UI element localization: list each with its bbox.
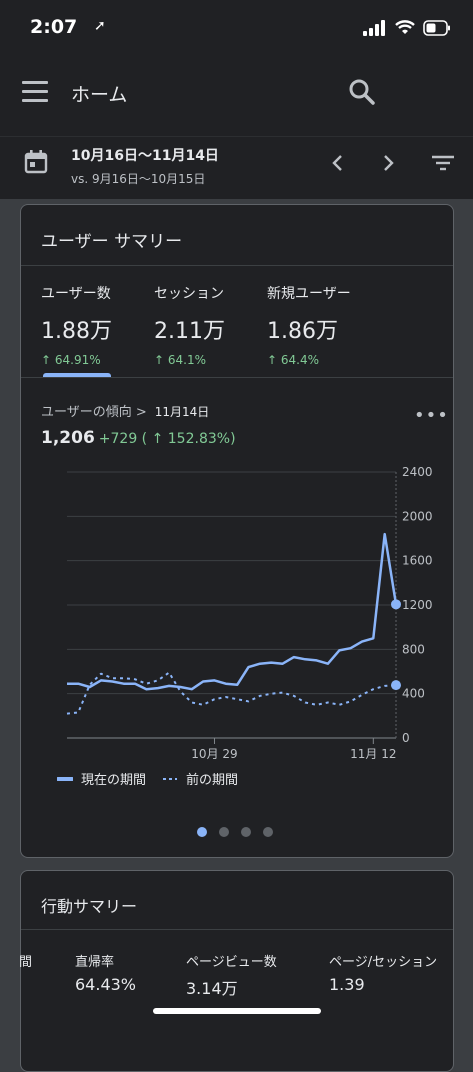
- trend-header[interactable]: ユーザーの傾向 > 11月14日: [41, 401, 209, 420]
- signal-icon: [363, 20, 385, 36]
- y-tick-label: 400: [402, 687, 425, 701]
- home-indicator: [153, 1008, 321, 1014]
- card-title: ユーザー サマリー: [41, 232, 183, 252]
- current-period-line: [67, 532, 398, 691]
- more-options-icon[interactable]: •••: [414, 405, 449, 426]
- legend-label: 前の期間: [186, 773, 239, 788]
- users-trend-chart[interactable]: 0 400 800 1200 1600 2000 2400 10月 29 11月 12: [21, 460, 453, 760]
- page-dot[interactable]: [263, 827, 273, 837]
- filter-icon[interactable]: [430, 151, 456, 175]
- metric-users[interactable]: ユーザー数 1.88万 ↑ 64.91%: [41, 283, 112, 367]
- trend-delta: +729 ( ↑ 152.83%): [98, 431, 236, 447]
- page-dot[interactable]: [219, 827, 229, 837]
- metric-label: ユーザー数: [41, 286, 111, 302]
- metric-value: 2.11万: [154, 319, 225, 344]
- page-dot[interactable]: [197, 827, 207, 837]
- x-tick-label: 10月 29: [191, 747, 237, 760]
- metric-change: ↑ 64.1%: [154, 353, 206, 367]
- chevron-right-icon[interactable]: [377, 151, 399, 175]
- column-value: 64.43%: [75, 975, 137, 994]
- column-header: 間: [19, 955, 33, 970]
- compare-range-text: vs. 9月16日〜10月15日: [71, 172, 206, 186]
- divider: [21, 929, 453, 930]
- selected-metric-indicator: [43, 373, 111, 378]
- trend-value-row: 1,206 +729 ( ↑ 152.83%): [41, 428, 236, 448]
- current-period-marker: [391, 599, 401, 610]
- legend-item-current: 現在の期間: [57, 769, 146, 788]
- calendar-icon[interactable]: [23, 149, 49, 175]
- page-title: ホーム: [71, 84, 128, 106]
- column-header: ページビュー数: [186, 955, 277, 970]
- menu-icon[interactable]: [22, 81, 48, 103]
- y-tick-label: 1200: [402, 598, 433, 612]
- page-indicator[interactable]: [197, 827, 273, 837]
- previous-period-marker: [391, 680, 401, 691]
- divider: [21, 265, 453, 266]
- legend-swatch-solid: [57, 776, 73, 781]
- date-range-bar: 10月16日〜11月14日 vs. 9月16日〜10月15日: [0, 136, 473, 199]
- y-tick-label: 1600: [402, 554, 433, 568]
- column-header: 直帰率: [75, 955, 115, 970]
- card-title: 行動サマリー: [41, 897, 138, 916]
- column-value: 3.14万: [186, 979, 238, 998]
- user-summary-card: ユーザー サマリー ユーザー数 1.88万 ↑ 64.91% セッション 2.1…: [20, 204, 454, 858]
- trend-value: 1,206: [41, 428, 95, 448]
- search-icon[interactable]: [346, 76, 378, 108]
- trend-label: ユーザーの傾向 >: [41, 405, 147, 420]
- status-time: 2:07: [30, 16, 78, 38]
- metric-new-users[interactable]: 新規ユーザー 1.86万 ↑ 64.4%: [267, 283, 351, 367]
- behavior-summary-card: 行動サマリー 間 直帰率 ページビュー数 ページ/セッション 64.43% 3.…: [19, 870, 454, 1072]
- y-tick-label: 2400: [402, 465, 433, 479]
- status-bar: 2:07 ➚: [0, 0, 473, 58]
- metric-label: セッション: [154, 286, 224, 302]
- metric-value: 1.86万: [267, 319, 338, 344]
- chevron-left-icon[interactable]: [327, 151, 349, 175]
- metric-label: 新規ユーザー: [267, 286, 351, 302]
- legend-label: 現在の期間: [81, 773, 147, 788]
- legend-item-previous: 前の期間: [162, 769, 238, 788]
- app-bar: ホーム: [0, 58, 473, 136]
- legend-swatch-dotted: [163, 777, 178, 780]
- y-tick-label: 2000: [402, 509, 433, 523]
- metric-change: ↑ 64.4%: [267, 353, 319, 367]
- metric-value: 1.88万: [41, 319, 112, 344]
- page-dot[interactable]: [241, 827, 251, 837]
- chart-legend: 現在の期間 前の期間: [57, 769, 238, 788]
- battery-icon: [423, 20, 450, 36]
- x-tick-label: 11月 12: [350, 747, 396, 760]
- wifi-icon: [395, 20, 415, 34]
- previous-period-line: [66, 671, 397, 715]
- trend-date: 11月14日: [154, 405, 210, 419]
- metric-sessions[interactable]: セッション 2.11万 ↑ 64.1%: [154, 283, 225, 367]
- y-tick-label: 0: [402, 731, 410, 745]
- metric-change: ↑ 64.91%: [41, 353, 101, 367]
- location-icon: ➚: [94, 18, 106, 34]
- date-range-text[interactable]: 10月16日〜11月14日: [71, 148, 219, 164]
- y-tick-label: 800: [402, 642, 425, 656]
- column-value: 1.39: [329, 975, 365, 994]
- column-header: ページ/セッション: [329, 955, 438, 970]
- divider: [21, 377, 453, 378]
